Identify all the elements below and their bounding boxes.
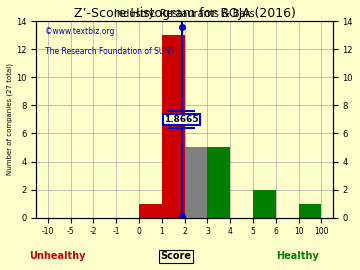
Title: Z’-Score Histogram for BOJA (2016): Z’-Score Histogram for BOJA (2016)	[74, 7, 296, 20]
Text: 1.8665: 1.8665	[164, 115, 199, 124]
Bar	[299, 204, 321, 218]
Text: Industry: Restaurants & Bars: Industry: Restaurants & Bars	[114, 9, 255, 19]
Bar	[162, 35, 185, 218]
Text: Score: Score	[160, 251, 191, 261]
Text: The Research Foundation of SUNY: The Research Foundation of SUNY	[45, 47, 175, 56]
Bar	[253, 190, 276, 218]
Bar	[185, 147, 207, 218]
Text: Healthy: Healthy	[276, 251, 319, 261]
Y-axis label: Number of companies (27 total): Number of companies (27 total)	[7, 63, 13, 176]
Text: Unhealthy: Unhealthy	[29, 251, 85, 261]
Bar	[139, 204, 162, 218]
Bar	[207, 147, 230, 218]
Text: ©www.textbiz.org: ©www.textbiz.org	[45, 27, 115, 36]
